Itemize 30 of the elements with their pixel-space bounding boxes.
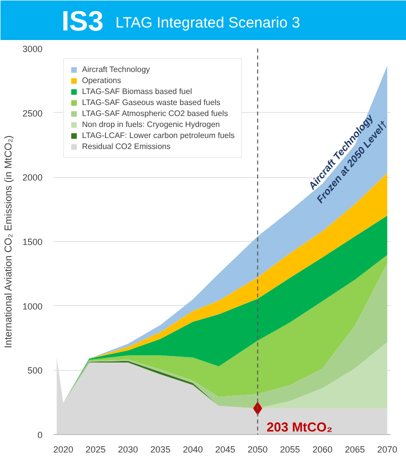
y-tick-label: 2000 <box>22 172 43 183</box>
y-tick-label: 2500 <box>22 108 43 118</box>
x-tick-label: 2065 <box>344 444 365 454</box>
x-tick-label: 2070 <box>377 444 398 454</box>
x-tick-label: 2040 <box>182 444 203 454</box>
y-axis-title: International Aviation CO₂ Emissions (in MtCO₂) <box>3 135 14 348</box>
legend-label: LTAG-SAF Biomass based fuel <box>82 87 192 96</box>
y-tick-label: 1500 <box>22 237 43 247</box>
x-tick-label: 2030 <box>118 444 138 454</box>
x-tick-label: 2060 <box>312 444 332 454</box>
y-tick-label: 3000 <box>22 44 43 54</box>
chart-subtitle: LTAG Integrated Scenario 3 <box>116 14 300 32</box>
legend-label: Residual CO2 Emissions <box>82 142 170 151</box>
x-tick-label: 2035 <box>150 444 170 454</box>
legend-label: Non drop in fuels: Cryogenic Hydrogen <box>82 120 220 129</box>
legend-label: LTAG-SAF Atmospheric CO2 based fuels <box>82 109 228 118</box>
annotation: 203 MtCO₂ <box>266 419 333 434</box>
legend-label: Operations <box>82 76 122 85</box>
legend-label: LTAG-LCAF: Lower carbon petroleum fuels <box>82 131 235 140</box>
x-tick-label: 2055 <box>280 444 300 454</box>
legend-label: Aircraft Technology <box>82 65 150 74</box>
x-tick-label: 2020 <box>53 444 74 454</box>
x-tick-label: 2025 <box>86 444 106 454</box>
chart-title: IS3 <box>62 6 104 36</box>
x-tick-label: 2045 <box>215 444 236 454</box>
legend-label: LTAG-SAF Gaseous waste based fuels <box>82 98 220 107</box>
x-tick-label: 2050 <box>248 444 268 454</box>
y-tick-label: 0 <box>37 430 43 440</box>
y-tick-label: 500 <box>27 366 43 376</box>
y-tick-label: 1000 <box>22 301 43 312</box>
